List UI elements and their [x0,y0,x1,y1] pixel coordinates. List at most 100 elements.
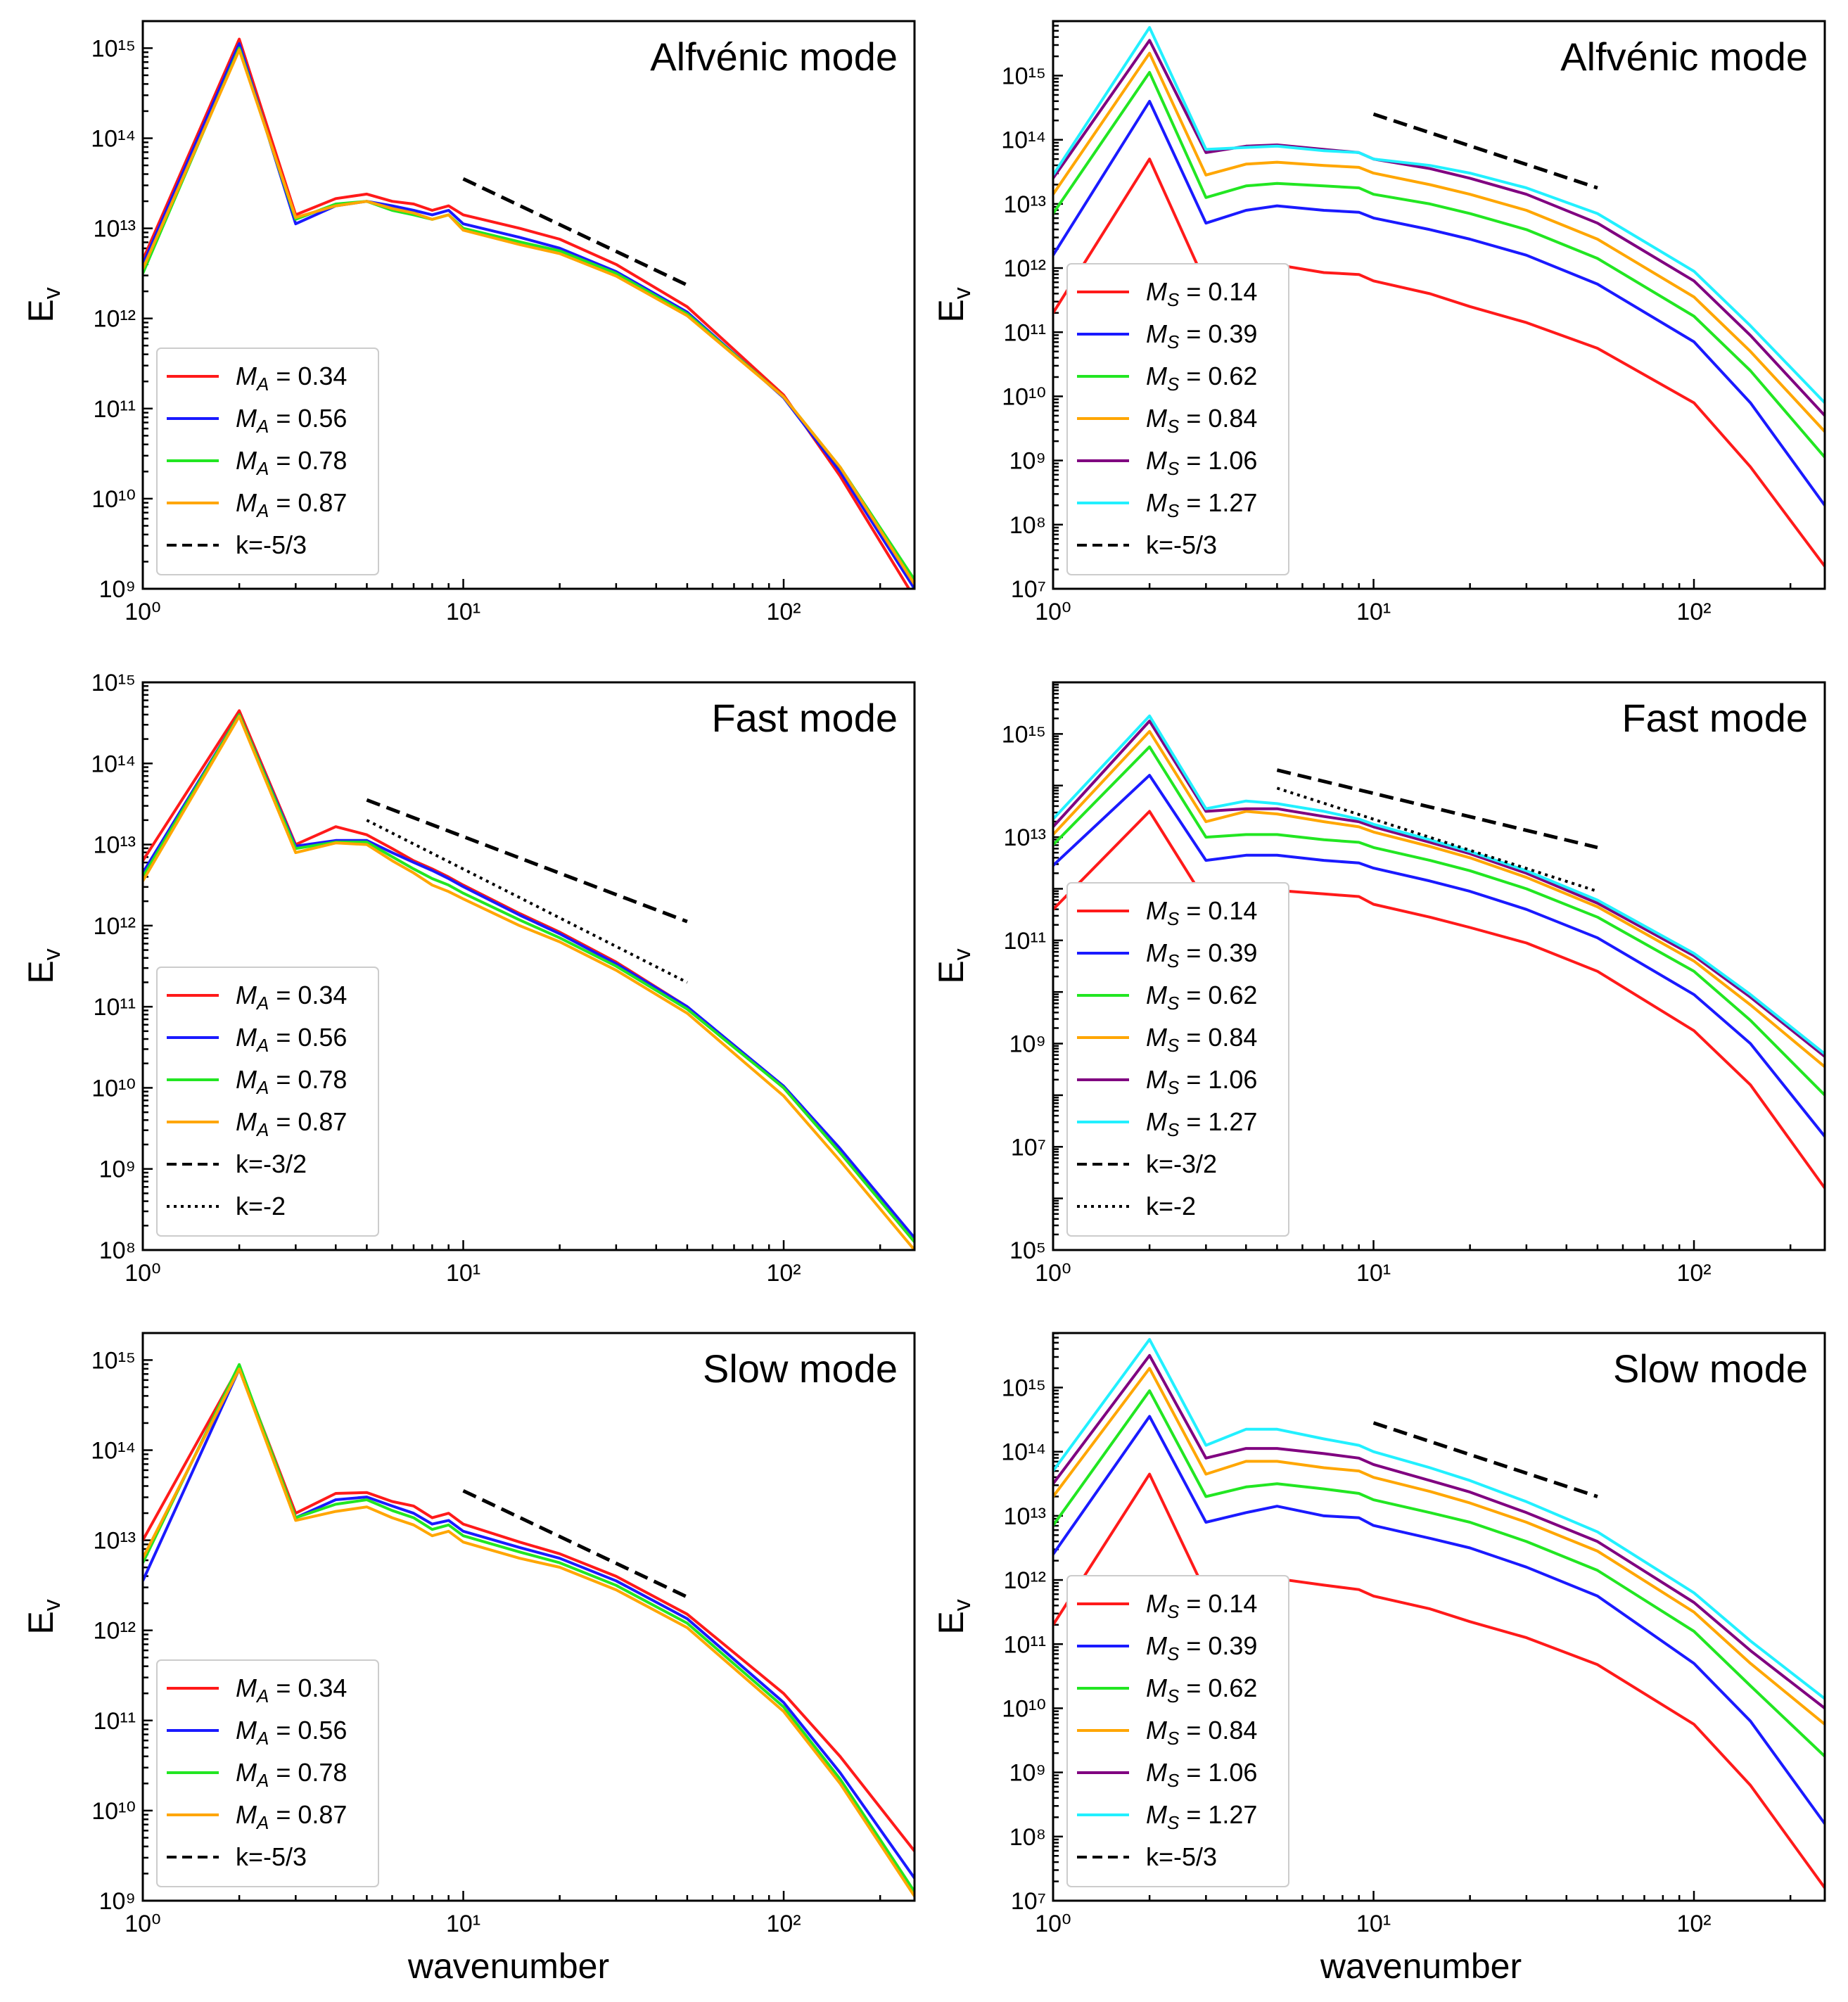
y-axis-label: Ev [931,287,976,322]
series-line [143,1363,915,1893]
legend-label: MS = 0.14 [1146,896,1257,929]
y-tick-label: 10¹³ [94,1528,136,1555]
x-tick-label: 10² [766,1911,801,1937]
y-tick-label: 10¹³ [1004,191,1046,218]
x-tick-label: 10² [1676,1911,1711,1937]
legend-label: MS = 0.14 [1146,277,1257,310]
legend-label: MS = 0.62 [1146,1673,1257,1707]
x-tick-label: 10⁰ [125,1260,160,1287]
legend-label: k=-3/2 [236,1149,307,1178]
y-tick-label: 10¹³ [94,832,136,859]
legend-box [156,1659,379,1887]
legend-label: MS = 0.62 [1146,362,1257,395]
legend-label: MA = 0.34 [236,362,347,395]
legend-box [1066,882,1289,1237]
y-tick-label: 10¹¹ [94,396,136,423]
x-tick-label: 10⁰ [1035,1260,1071,1287]
series-line [1053,745,1825,1097]
y-tick-label: 10¹⁵ [1002,721,1046,748]
series-line [143,715,915,1250]
legend-label: MA = 0.56 [236,1023,347,1056]
y-tick-label: 10¹⁴ [91,1438,136,1465]
y-tick-label: 10¹⁵ [1002,63,1046,90]
plot-frame [141,20,916,590]
legend-label: MS = 1.27 [1146,488,1257,521]
plot-frame [1052,681,1826,1251]
reference-line [1276,768,1598,850]
panel-title: Alfvénic mode [650,34,898,79]
legend-box [1066,1575,1289,1887]
y-tick-label: 10¹⁰ [91,1075,136,1102]
series-line [1053,1367,1825,1726]
y-tick-label: 10¹⁴ [91,751,136,777]
series-line [1053,1389,1825,1758]
series-line [1053,714,1825,1055]
y-tick-label: 10¹³ [1004,824,1046,851]
legend-label: MA = 0.87 [236,1800,347,1833]
x-tick-label: 10⁰ [125,1911,160,1937]
legend-label: k=-5/3 [1146,530,1217,559]
panel-slow-ms: 10⁰ 10¹ 10² 10⁷ 10⁸ 10⁹ 10¹⁰ 10¹¹ 10¹² 10¹³ 10¹⁴ 10… [931,1332,1826,1937]
panel-slow-ma: 10⁰ 10¹ 10² 10⁹ 10¹⁰ 10¹¹ 10¹² 10¹³ 10¹⁴ 10¹⁵ Ev Sl… [21,1332,916,1937]
y-tick-label: 10¹⁰ [91,1798,136,1825]
y-tick-label: 10⁹ [1009,448,1046,475]
y-tick-label: 10¹¹ [1004,319,1046,346]
legend-label: k=-2 [236,1192,286,1220]
legend-label: k=-3/2 [1146,1149,1217,1178]
y-tick-label: 10⁸ [1009,1824,1046,1851]
legend-label: MA = 0.56 [236,404,347,437]
y-tick-label: 10¹¹ [1004,928,1046,955]
x-tick-label: 10¹ [1356,599,1391,625]
y-tick-label: 10⁵ [1009,1237,1046,1264]
legend-label: MS = 0.84 [1146,404,1257,437]
legend-label: MS = 0.84 [1146,1023,1257,1056]
series-line [1053,51,1825,433]
y-axis-label: Ev [931,948,976,983]
y-tick-label: 10⁷ [1011,1888,1046,1915]
panel-alfvenic-ms: 10⁰ 10¹ 10² 10⁷ 10⁸ 10⁹ 10¹⁰ 10¹¹ 10¹² 10¹³ 10¹⁴ 10… [931,20,1826,625]
series-line [1053,70,1825,459]
legend-label: MA = 0.87 [236,1107,347,1140]
x-tick-label: 10² [766,599,801,625]
panel-title: Slow mode [1613,1346,1808,1391]
y-tick-label: 10¹² [1004,255,1046,282]
x-axis-label-left: wavenumber [407,1946,609,1986]
panel-title: Alfvénic mode [1560,34,1808,79]
y-tick-label: 10¹⁰ [1002,1695,1046,1722]
x-tick-label: 10² [766,1260,801,1287]
x-tick-label: 10¹ [446,1911,480,1937]
y-tick-label: 10¹⁵ [91,1347,136,1374]
y-tick-label: 10¹⁰ [1002,383,1046,410]
reference-line [1372,1421,1598,1498]
legend-label: MS = 0.14 [1146,1589,1257,1622]
legend-label: MA = 0.56 [236,1716,347,1749]
series-line [1053,1415,1825,1825]
x-tick-label: 10⁰ [125,599,160,625]
legend-label: MA = 0.78 [236,1065,347,1098]
y-tick-label: 10¹² [94,1618,136,1645]
legend-label: MS = 1.06 [1146,1065,1257,1098]
legend-label: MS = 1.27 [1146,1107,1257,1140]
legend-label: MS = 1.27 [1146,1800,1257,1833]
legend-label: k=-2 [1146,1192,1196,1220]
panel-title: Fast mode [1621,696,1808,740]
x-tick-label: 10² [1676,599,1711,625]
reference-line [462,1488,688,1599]
y-axis-label: Ev [21,948,65,983]
y-tick-label: 10⁸ [99,1237,136,1264]
series-line [1053,1338,1825,1700]
legend-label: MS = 0.39 [1146,319,1257,352]
legend-label: MS = 0.84 [1146,1716,1257,1749]
legend-box [156,348,379,575]
series-line [143,713,915,1239]
series-line [1053,774,1825,1137]
series-line [143,713,915,1243]
legend-label: MA = 0.34 [236,981,347,1014]
reference-line [366,819,688,984]
panel-alfvenic-ma: 10⁰ 10¹ 10² 10⁹ 10¹⁰ 10¹¹ 10¹² 10¹³ 10¹⁴ 10¹⁵ Ev Al… [21,20,916,625]
y-tick-label: 10¹¹ [1004,1631,1046,1658]
reference-line [366,798,688,924]
x-tick-label: 10¹ [1356,1260,1391,1287]
series-line [143,1365,915,1852]
y-tick-label: 10⁹ [99,1888,136,1915]
